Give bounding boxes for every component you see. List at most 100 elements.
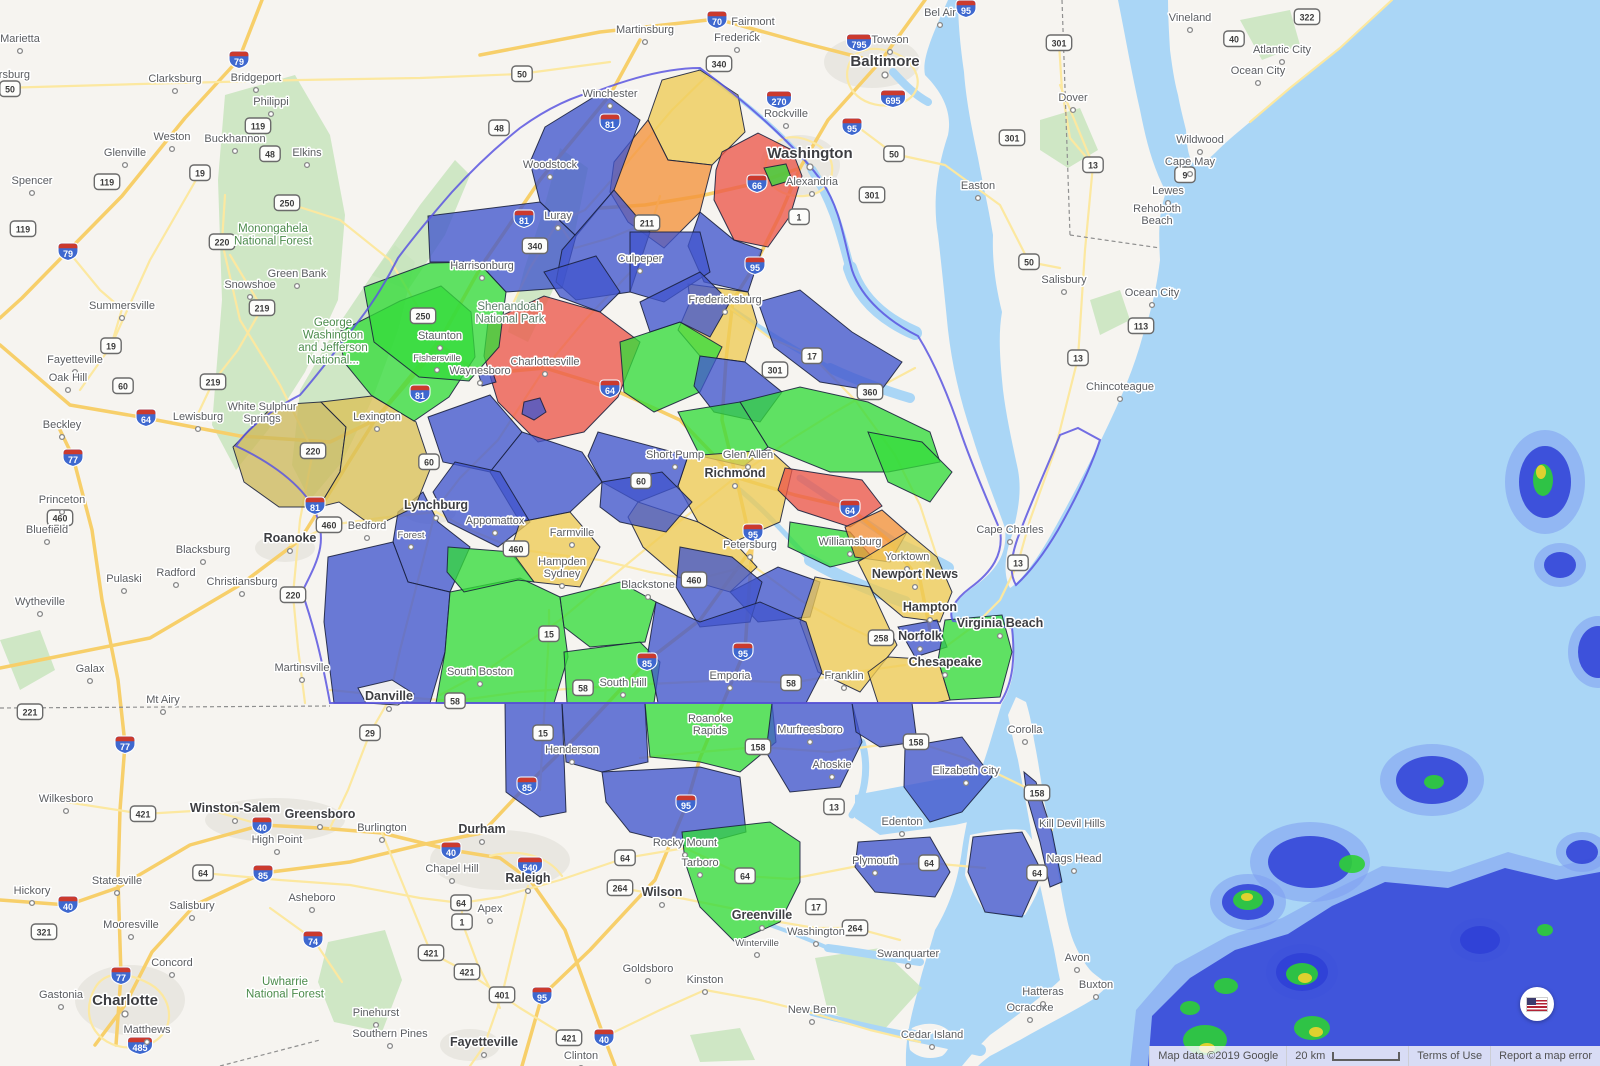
county-region-b[interactable] — [639, 271, 731, 338]
city-label: Summersville — [89, 300, 155, 312]
city-dot — [113, 889, 121, 897]
svg-text:301: 301 — [865, 190, 880, 200]
interstate-shield-40: 40 — [440, 841, 462, 861]
city-dot — [168, 145, 176, 153]
city-label: Baltimore — [850, 53, 919, 70]
city-dot — [926, 616, 934, 624]
city-label: Gastonia — [39, 989, 84, 1001]
city-dot — [478, 274, 486, 282]
svg-text:95: 95 — [847, 124, 857, 134]
us-route-shield-321: 321 — [30, 923, 58, 941]
city-label: Forest — [398, 530, 425, 541]
radar-green — [1424, 775, 1444, 789]
us-route-shield-219: 219 — [248, 299, 276, 317]
city-dot — [619, 691, 627, 699]
us-route-shield-119: 119 — [93, 173, 121, 191]
scale-control[interactable]: 20 km — [1286, 1046, 1409, 1066]
city-label: Blackstone — [621, 579, 675, 591]
interstate-shield-40: 40 — [593, 1028, 615, 1048]
county-region-w[interactable] — [357, 679, 415, 706]
us-route-shield-64: 64 — [450, 894, 472, 912]
county-region-b[interactable] — [967, 831, 1043, 918]
svg-text:13: 13 — [829, 802, 839, 812]
svg-text:13: 13 — [1088, 160, 1098, 170]
county-region-b[interactable] — [854, 836, 951, 898]
city-dot — [363, 534, 371, 542]
interstate-shield-77: 77 — [114, 735, 136, 755]
city-label: Towson — [871, 34, 908, 46]
interstate-shield-85: 85 — [516, 776, 538, 796]
svg-text:322: 322 — [1300, 12, 1315, 22]
county-region-b[interactable] — [432, 461, 531, 548]
svg-text:77: 77 — [116, 973, 126, 983]
county-region-b[interactable] — [599, 471, 693, 533]
city-label: Durham — [458, 822, 505, 836]
city-dot — [733, 46, 741, 54]
svg-text:158: 158 — [1030, 788, 1045, 798]
county-region-b[interactable] — [903, 736, 993, 823]
us-route-shield-301: 301 — [761, 361, 789, 379]
city-label: Matthews — [123, 1024, 171, 1036]
svg-text:95: 95 — [681, 801, 691, 811]
us-route-shield-50: 50 — [511, 65, 533, 83]
report-map-error-link[interactable]: Report a map error — [1490, 1046, 1600, 1066]
interstate-shield-66: 66 — [746, 174, 768, 194]
flag-button[interactable] — [1520, 987, 1554, 1021]
main-road — [488, 851, 564, 878]
svg-text:29: 29 — [365, 728, 375, 738]
city-label: Hickory — [14, 885, 51, 897]
svg-text:220: 220 — [306, 446, 321, 456]
city-dot — [121, 1010, 129, 1018]
city-label: Virginia Beach — [957, 616, 1044, 630]
river — [768, 923, 830, 950]
city-label: Franklin — [824, 670, 863, 682]
svg-text:340: 340 — [712, 59, 727, 69]
interstate-shield-81: 81 — [599, 113, 621, 133]
city-dot — [941, 671, 949, 679]
city-label: Appomattox — [466, 515, 525, 527]
interstate-shield-64: 64 — [135, 408, 157, 428]
us-route-shield-64: 64 — [192, 864, 214, 882]
county-region-b[interactable] — [427, 201, 577, 293]
county-region-b[interactable] — [543, 255, 621, 313]
county-region-g[interactable] — [763, 163, 793, 187]
city-dot — [476, 680, 484, 688]
city-label: Murfreesboro — [777, 724, 842, 736]
city-label: Kill Devil Hills — [1039, 818, 1106, 830]
us-route-shield-60: 60 — [418, 453, 440, 471]
forest-area — [372, 160, 470, 290]
us-route-shield-13: 13 — [1067, 349, 1089, 367]
svg-text:77: 77 — [68, 455, 78, 465]
svg-text:1: 1 — [797, 212, 802, 222]
svg-text:81: 81 — [519, 216, 529, 226]
city-label: Bridgeport — [231, 72, 282, 84]
city-dot — [478, 838, 486, 846]
city-dot — [372, 1021, 380, 1029]
city-label: Nags Head — [1046, 853, 1101, 865]
city-dot — [1196, 148, 1204, 156]
county-region-b[interactable] — [757, 289, 903, 393]
city-dot — [554, 224, 562, 232]
us-route-shield-250: 250 — [273, 194, 301, 212]
city-label: Frederick — [714, 32, 760, 44]
county-region-b[interactable] — [521, 397, 547, 421]
interstate-shield-79: 79 — [228, 50, 250, 70]
county-region-g[interactable] — [867, 431, 953, 503]
terms-of-use-link[interactable]: Terms of Use — [1408, 1046, 1491, 1066]
svg-text:9: 9 — [1183, 170, 1188, 180]
county-region-g[interactable] — [559, 581, 657, 648]
city-label: Norfolk — [898, 629, 942, 643]
us-route-shield-221: 221 — [16, 703, 44, 721]
city-dot — [721, 308, 729, 316]
county-region-y[interactable] — [857, 531, 953, 623]
svg-text:64: 64 — [740, 871, 750, 881]
city-dot — [701, 988, 709, 996]
us-route-shield-48: 48 — [259, 145, 281, 163]
svg-text:48: 48 — [265, 149, 275, 159]
city-dot — [541, 370, 549, 378]
us-route-shield-211: 211 — [633, 214, 661, 232]
svg-text:119: 119 — [100, 177, 114, 187]
city-label: Swanquarter — [877, 948, 940, 960]
